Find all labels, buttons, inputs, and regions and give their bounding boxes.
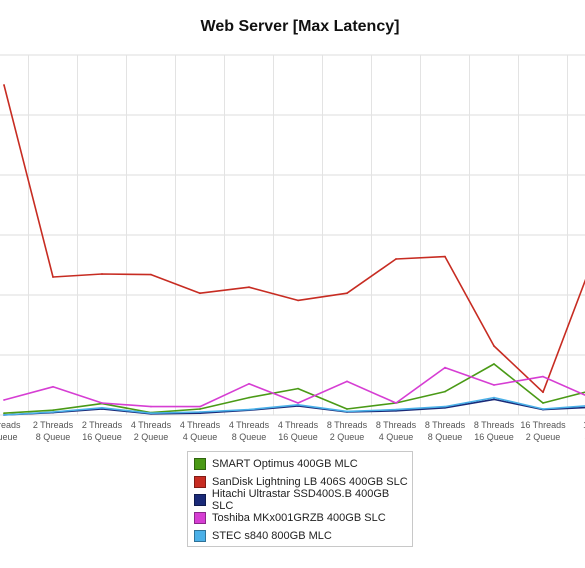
data-point [493,384,495,386]
legend-label: Hitachi Ultrastar SSD400S.B 400GB SLC [211,488,390,512]
data-point [297,403,299,406]
data-point [346,410,348,413]
data-point [395,408,397,411]
data-point [542,391,544,394]
data-point [3,412,5,415]
data-point [542,375,544,378]
chart-legend: SMART Optimus 400GB MLC SanDisk Lightning… [187,451,413,547]
data-point [3,84,5,86]
data-point [101,402,103,404]
data-point [395,402,397,404]
data-point [346,408,348,410]
data-point [297,387,299,390]
x-tick-label: 4 Threads 2 Queue [131,420,172,442]
legend-item: Hitachi Ultrastar SSD400S.B 400GB SLC [194,488,412,512]
data-point [248,286,250,289]
data-point [297,299,299,302]
data-point [150,412,152,415]
x-tick-label: 8 Threads 16 Queue [474,420,515,442]
x-tick-label: 4 Threads 8 Queue [229,420,270,442]
data-point [52,276,54,278]
data-point [248,382,250,385]
data-point [3,414,5,416]
legend-swatch [194,530,206,542]
data-point [444,405,446,408]
legend-item: STEC s840 800GB MLC [194,527,412,545]
chart-grid [0,54,585,416]
data-point [199,411,201,413]
data-point [542,402,544,404]
data-point [199,405,201,408]
x-tick-label: 4 Threads 4 Queue [180,420,221,442]
legend-swatch [194,512,206,524]
legend-item: SanDisk Lightning LB 406S 400GB SLC [194,473,412,491]
data-point [444,390,446,393]
legend-label: SMART Optimus 400GB MLC [212,458,358,470]
x-tick-label: 8 Threads 2 Queue [327,420,368,442]
legend-swatch [194,494,206,506]
x-tick-label: 16 Threads 2 Queue [520,420,566,442]
data-point [346,380,348,383]
chart-series [3,84,585,416]
data-point [493,398,495,401]
x-tick-label: ThreadsQueue [0,420,21,442]
legend-swatch [194,458,206,470]
data-point [199,292,201,295]
data-point [52,409,54,412]
x-tick-label: 8 Threads 4 Queue [376,420,417,442]
data-point [297,402,299,404]
data-point [101,273,103,275]
data-point [150,273,152,276]
data-point [493,363,495,365]
data-point [52,385,54,388]
x-tick-label: 4 Threads 16 Queue [278,420,319,442]
x-tick-label: 2 Threads 8 Queue [33,420,74,442]
x-tick-label: 8 Threads 8 Queue [425,420,466,442]
legend-item: Toshiba MKx001GRZB 400GB SLC [194,509,412,527]
series-line-1 [3,84,585,394]
data-point [101,406,103,409]
data-point [444,366,446,369]
data-point [493,345,495,347]
data-point [199,408,201,410]
data-point [444,255,446,258]
data-point [52,411,54,413]
data-point [395,258,397,260]
data-point [150,405,152,408]
x-tick-label: 2 Threads 16 Queue [82,420,123,442]
chart-title: Web Server [Max Latency] [200,18,400,35]
data-point [248,396,250,399]
data-point [248,408,250,411]
data-point [346,292,348,295]
legend-label: Toshiba MKx001GRZB 400GB SLC [212,512,386,524]
data-point [542,408,544,410]
legend-label: SanDisk Lightning LB 406S 400GB SLC [212,476,408,488]
legend-item: SMART Optimus 400GB MLC [194,455,412,473]
legend-label: STEC s840 800GB MLC [212,530,332,542]
legend-swatch [194,476,206,488]
data-point [493,396,495,399]
data-point [3,399,5,401]
